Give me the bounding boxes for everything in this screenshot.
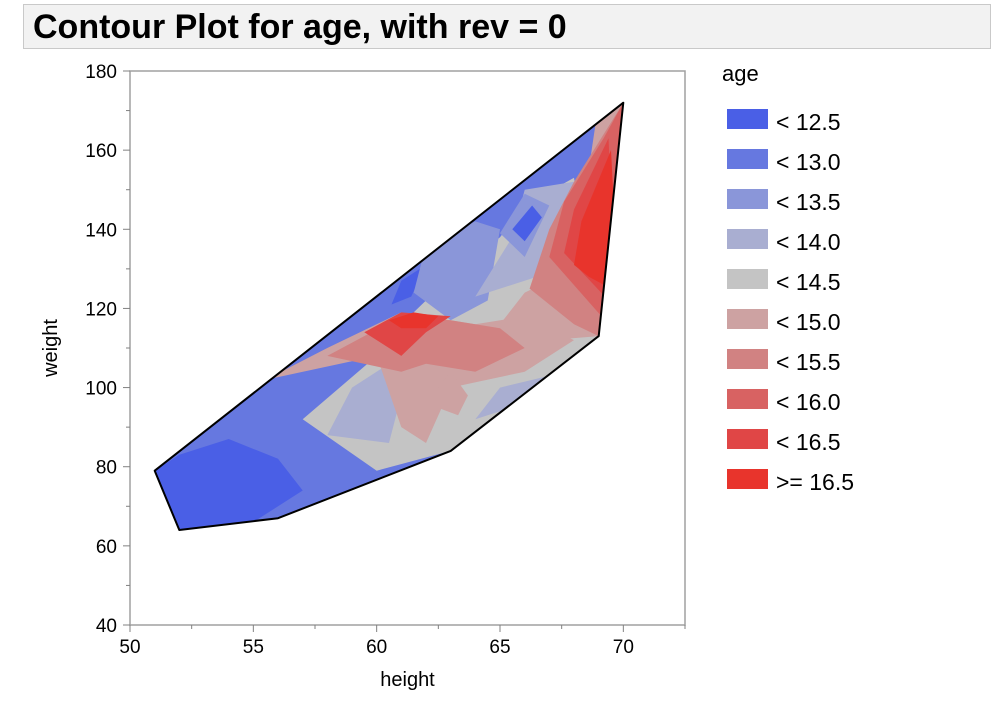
legend-item: < 14.5 [727,269,927,295]
legend-label: < 14.5 [776,269,841,295]
legend-item: < 16.0 [727,389,927,415]
contour-region-3 [391,264,426,305]
legend-swatch [727,109,768,129]
legend-item: < 13.5 [727,189,927,215]
x-tick-label: 70 [613,637,634,658]
legend-label: < 14.0 [776,229,841,255]
y-tick-label: 80 [96,458,117,479]
contour-region-6 [327,355,402,443]
y-tick-label: 40 [96,616,117,637]
y-tick-label: 140 [85,220,117,241]
legend-item: < 15.0 [727,309,927,335]
x-tick-label: 60 [366,637,387,658]
contour-region-1 [154,439,303,530]
legend-swatch [727,269,768,289]
legend-item: < 15.5 [727,349,927,375]
title-bar: Contour Plot for age, with rev = 0 [23,4,991,49]
contour-region-9 [512,205,542,242]
legend-item: < 12.5 [727,109,927,135]
legend-title: age [722,61,759,86]
y-tick-label: 60 [96,537,117,558]
legend-swatch [727,189,768,209]
legend-label: < 15.0 [776,309,841,335]
legend-item: < 16.5 [727,429,927,455]
legend-label: < 12.5 [776,109,841,135]
legend-label: < 16.5 [776,429,841,455]
hull-outline [153,101,625,531]
legend-swatch [727,389,768,409]
legend-label: >= 16.5 [776,469,855,495]
legend-swatch [727,149,768,169]
legend-item: < 13.0 [727,149,927,175]
y-tick-label: 180 [85,62,117,83]
y-tick-label: 100 [85,379,117,400]
y-tick-label: 120 [85,299,117,320]
legend-swatch [727,469,768,489]
legend-swatch [727,229,768,249]
legend-swatch [727,429,768,449]
legend-swatch [727,349,768,369]
contour-region-14 [389,312,439,329]
y-axis-label: weight [40,319,62,378]
x-tick-label: 65 [489,637,510,658]
legend-item: < 14.0 [727,229,927,255]
legend-label: < 16.0 [776,389,841,415]
legend-swatch [727,309,768,329]
legend-label: < 15.5 [776,349,841,375]
contour-region-15 [426,371,468,416]
x-tick-label: 55 [243,637,264,658]
legend-item: >= 16.5 [727,469,927,495]
chart-title: Contour Plot for age, with rev = 0 [33,8,567,46]
x-tick-label: 50 [119,637,140,658]
y-tick-label: 160 [85,141,117,162]
legend-label: < 13.0 [776,149,841,175]
legend-label: < 13.5 [776,189,841,215]
contour-region-0 [154,102,624,530]
x-axis-label: height [380,669,435,691]
